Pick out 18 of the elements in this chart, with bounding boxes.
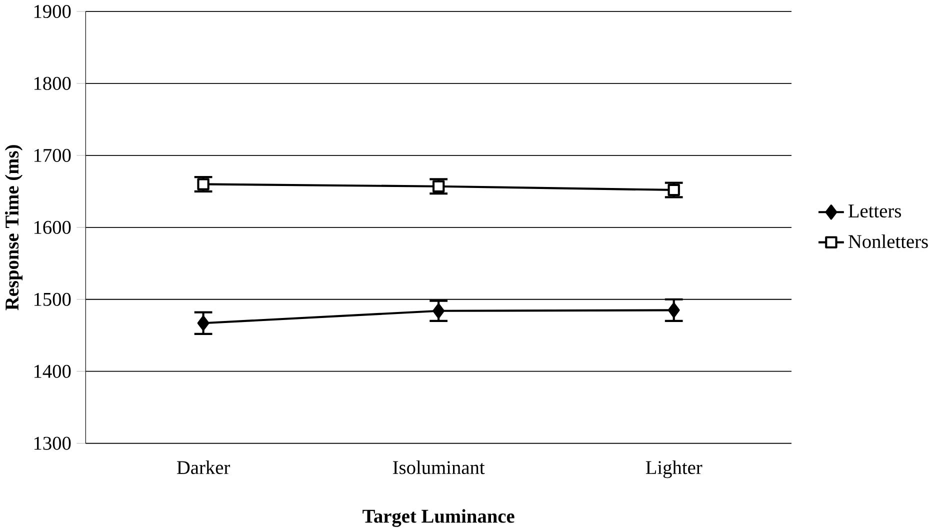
x-axis-title: Target Luminance <box>362 509 514 527</box>
y-axis-title: Response Time (ms) <box>4 145 23 310</box>
point <box>432 303 445 319</box>
y-tick-label: 1700 <box>34 148 71 162</box>
y-tick-label: 1300 <box>34 436 71 450</box>
point <box>432 180 445 193</box>
y-tick-label: 1600 <box>34 220 71 234</box>
point <box>668 302 680 318</box>
y-tick-label: 1400 <box>34 364 71 378</box>
x-tick-label: Isoluminant <box>393 460 485 474</box>
legend-label: Letters <box>848 204 901 218</box>
legend-label: Nonletters <box>848 234 928 248</box>
y-tick-label: 1500 <box>34 292 71 306</box>
x-tick-label: Darker <box>176 460 230 474</box>
point <box>197 316 210 331</box>
x-tick-label: Lighter <box>646 460 702 478</box>
y-tick-label: 1900 <box>34 5 71 18</box>
y-tick-label: 1800 <box>34 77 71 90</box>
